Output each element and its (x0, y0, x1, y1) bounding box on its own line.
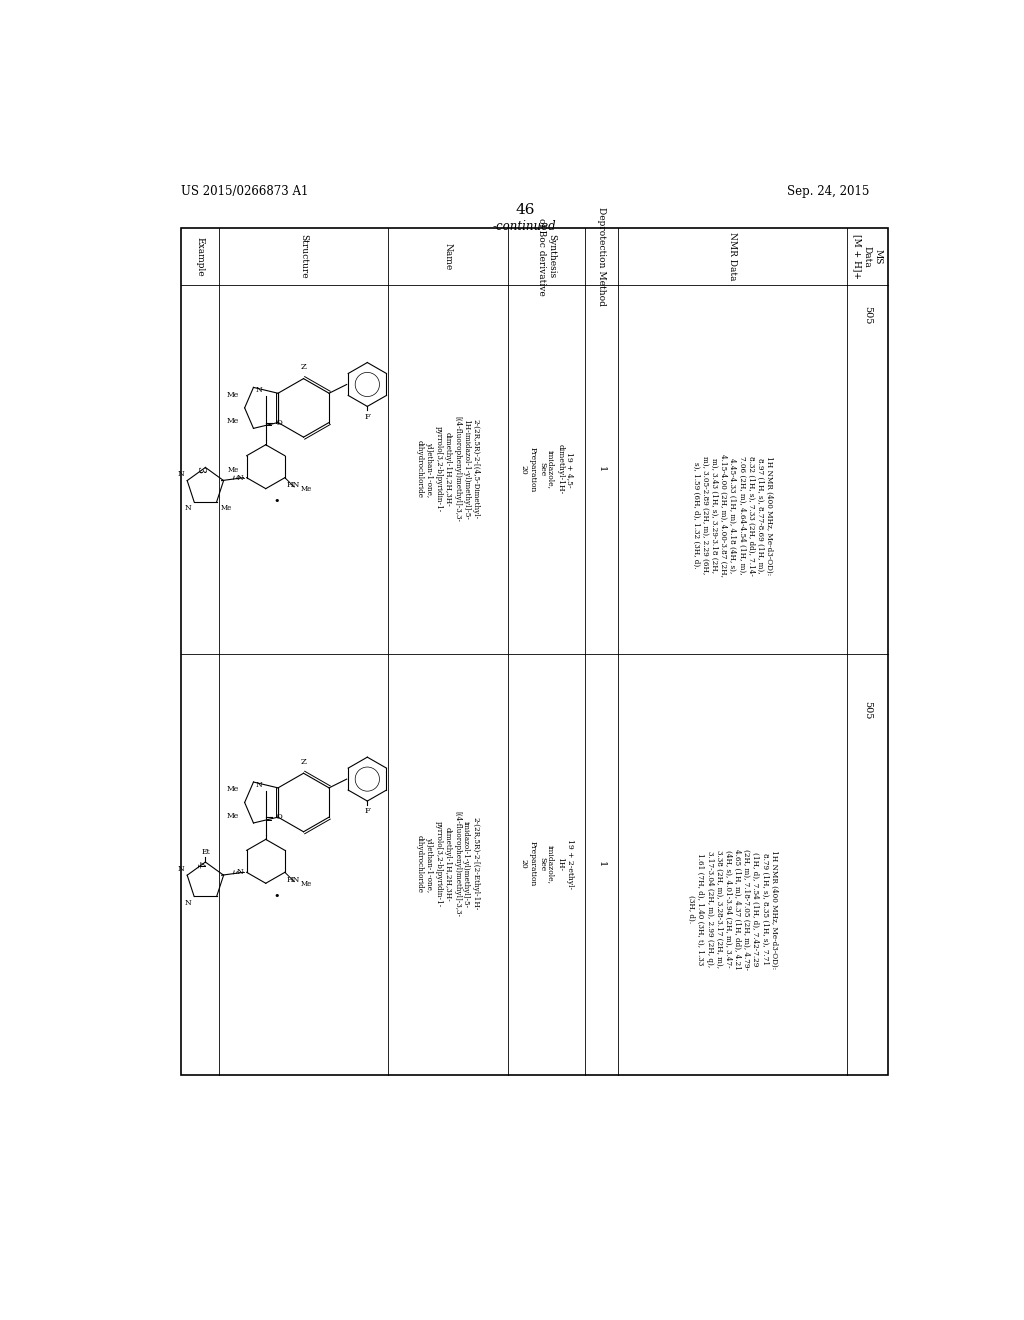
Text: •: • (273, 496, 280, 507)
Text: Me: Me (226, 812, 239, 820)
Text: Example: Example (196, 236, 205, 276)
Text: HN: HN (287, 482, 300, 490)
Text: 4: 4 (196, 861, 205, 867)
Text: -continued: -continued (493, 220, 557, 234)
Text: 505: 505 (863, 306, 871, 325)
Text: •: • (273, 891, 280, 902)
Text: Z: Z (301, 758, 306, 766)
Text: N: N (185, 899, 191, 907)
Text: O: O (275, 813, 282, 821)
Text: N: N (255, 387, 262, 395)
Text: 505: 505 (863, 701, 871, 719)
Text: NMR Data: NMR Data (728, 232, 737, 281)
Text: Et: Et (201, 847, 210, 855)
Text: 1H NMR (400 MHz, Me-d3-OD):
8.79 (1H, s), 8.35 (1H, s), 7.71
(1H, d), 7.54 (1H, : 1H NMR (400 MHz, Me-d3-OD): 8.79 (1H, s)… (687, 849, 778, 970)
Text: Sep. 24, 2015: Sep. 24, 2015 (786, 185, 869, 198)
Text: Z: Z (301, 363, 306, 371)
Text: Me: Me (226, 785, 239, 793)
Text: N: N (237, 869, 244, 876)
Text: O: O (275, 418, 282, 426)
Text: Me: Me (220, 504, 231, 512)
Text: 1: 1 (597, 466, 606, 473)
Text: Me: Me (226, 391, 239, 399)
Text: N: N (237, 474, 244, 482)
Text: 19 + 2-ethyl-
1H-
imidazole,
See
Preparation
20: 19 + 2-ethyl- 1H- imidazole, See Prepara… (519, 840, 573, 890)
Text: 1: 1 (597, 861, 606, 867)
Text: 46: 46 (515, 203, 535, 216)
Text: 3: 3 (196, 466, 205, 473)
Text: HN: HN (287, 876, 300, 884)
Text: 19 + 4,5-
dimethyl-1H-
imidazole,
See
Preparation
20: 19 + 4,5- dimethyl-1H- imidazole, See Pr… (519, 445, 573, 495)
Text: US 2015/0266873 A1: US 2015/0266873 A1 (180, 185, 308, 198)
Text: F: F (365, 413, 371, 421)
Text: Name: Name (443, 243, 453, 271)
Text: Me: Me (227, 466, 239, 474)
Text: F: F (365, 808, 371, 816)
Text: N: N (178, 470, 185, 478)
Text: N: N (178, 865, 185, 873)
Text: N: N (185, 504, 191, 512)
Text: Synthesis
of Boc derivative: Synthesis of Boc derivative (537, 218, 556, 296)
Text: Deprotection Method: Deprotection Method (597, 207, 606, 306)
Text: 2-(2R,5R)-2-[(2-Ethyl-1H-
imidazol-1-yl)methyl]-5-
[(4-fluorophenyl)methyl]-3,3-: 2-(2R,5R)-2-[(2-Ethyl-1H- imidazol-1-yl)… (416, 810, 479, 917)
Text: Me: Me (300, 880, 311, 888)
Text: 2-(2R,5R)-2-[(4,5-Dimethyl-
1H-imidazol-1-yl)methyl]-5-
[(4-fluorophenyl)methyl]: 2-(2R,5R)-2-[(4,5-Dimethyl- 1H-imidazol-… (416, 417, 479, 523)
Text: Me: Me (226, 417, 239, 425)
Text: Me: Me (300, 486, 311, 494)
Text: 1H NMR (400 MHz, Me-d3-OD):
8.97 (1H, s), 8.77-8.69 (1H, m),
8.32 (1H, s), 7.33 : 1H NMR (400 MHz, Me-d3-OD): 8.97 (1H, s)… (691, 454, 773, 577)
Text: N: N (255, 781, 262, 789)
Text: Structure: Structure (299, 234, 308, 279)
Text: MS
Data
[M + H]+: MS Data [M + H]+ (852, 234, 883, 279)
Bar (180, 227, 888, 1074)
